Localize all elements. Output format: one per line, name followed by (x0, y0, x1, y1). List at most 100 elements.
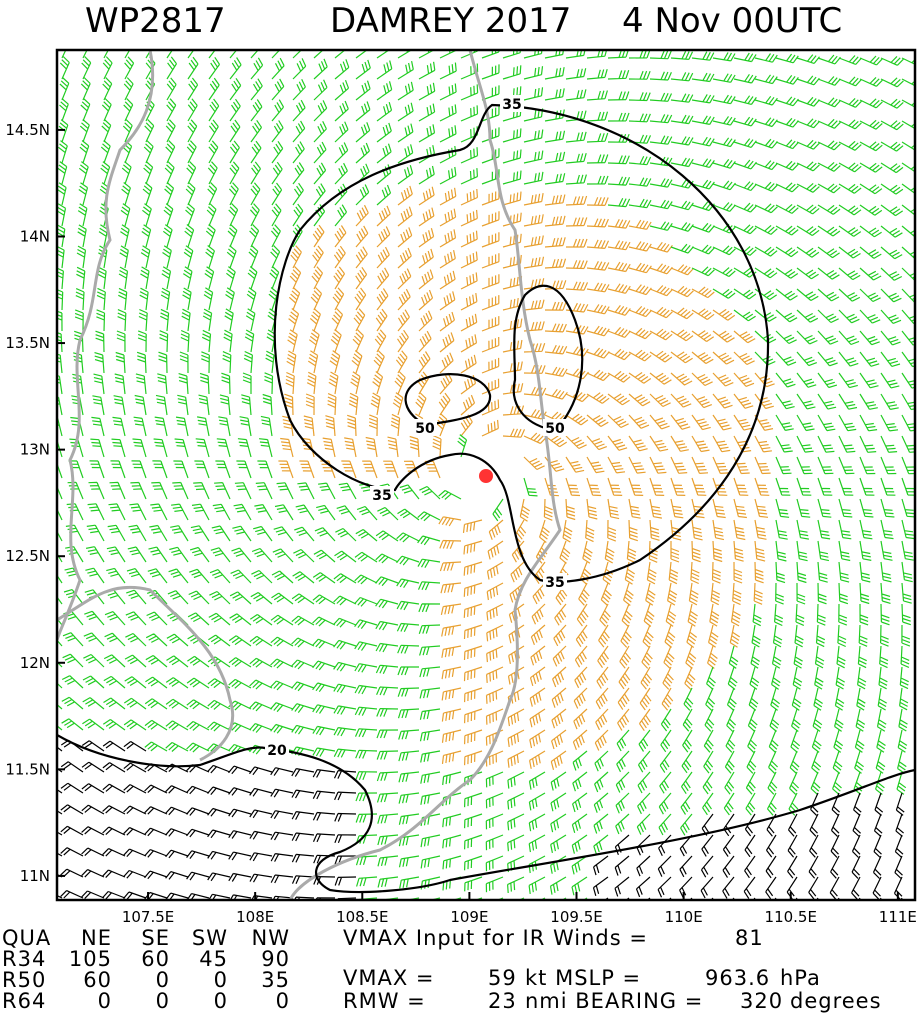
wind-barb (397, 81, 414, 101)
wind-barb (375, 308, 388, 332)
wind-barb (485, 834, 504, 851)
wind-barb (771, 666, 781, 690)
wind-barb (594, 771, 609, 793)
info-text: degrees (790, 989, 882, 1013)
wind-barb (660, 729, 672, 753)
wind-barb (838, 183, 862, 194)
wind-barb (396, 532, 420, 543)
wind-barb (670, 372, 693, 386)
wind-barb (528, 792, 546, 811)
wind-barb (899, 687, 909, 711)
wind-barb (607, 498, 620, 520)
wind-barb (712, 180, 736, 191)
wind-barb (341, 460, 357, 479)
wind-barb (775, 53, 799, 64)
wind-barb (649, 456, 667, 474)
wind-barb (438, 489, 462, 500)
wind-barb (356, 876, 378, 887)
wind-barb (177, 394, 189, 416)
wind-barb (276, 482, 294, 500)
wind-barb (640, 666, 653, 690)
wind-barb (796, 393, 816, 410)
wind-barb (313, 58, 328, 80)
wind-barb (270, 874, 294, 884)
wind-barb (628, 372, 652, 384)
wind-barb (216, 438, 231, 458)
border (57, 50, 155, 641)
wind-barb (706, 666, 716, 690)
wind-barb (463, 561, 483, 576)
wind-barb (754, 456, 771, 475)
wind-barb (377, 834, 399, 846)
wind-barb (838, 456, 855, 475)
wind-barb (262, 393, 273, 416)
wind-barb (880, 624, 889, 647)
wind-barb (809, 834, 819, 858)
wind-barb (615, 792, 630, 814)
wind-barb (104, 632, 126, 647)
wind-barb (144, 698, 168, 710)
wind-barb (138, 308, 148, 332)
wind-barb (649, 393, 671, 408)
wind-barb (701, 834, 714, 857)
wind-barb (712, 223, 736, 234)
wind-barb (271, 570, 294, 584)
wind-barb (307, 350, 319, 374)
wind-barb (108, 503, 126, 521)
wind-barb (460, 209, 478, 227)
wind-barb (160, 287, 171, 311)
wind-barb (245, 308, 256, 332)
wind-barb (775, 498, 790, 518)
wind-barb (707, 645, 718, 669)
wind-barb (733, 540, 744, 562)
wind-barb (186, 742, 210, 753)
table-cell: 45 (199, 947, 228, 971)
wind-barb (85, 567, 105, 584)
wind-barb (333, 573, 357, 584)
wind-barb (172, 481, 189, 500)
wind-barb (208, 98, 220, 122)
wind-barb (901, 393, 915, 411)
wind-barb (901, 603, 911, 626)
wind-barb (356, 505, 378, 521)
wind-barb (607, 50, 629, 59)
wind-barb (250, 182, 261, 206)
wind-barb (420, 771, 441, 784)
wind-barb (857, 645, 867, 669)
wind-barb (486, 624, 504, 642)
wind-barb (859, 603, 869, 626)
wind-barb (201, 329, 212, 353)
wind-barb (418, 269, 434, 290)
wind-barb (375, 664, 399, 674)
info-text: VMAX Input for IR Winds = (343, 926, 648, 950)
wind-barb (209, 569, 231, 584)
wind-barb (419, 666, 441, 678)
wind-barb (103, 675, 126, 689)
wind-barb (123, 848, 147, 858)
wind-barb (58, 119, 69, 143)
wind-barb (144, 870, 168, 880)
wind-barb (354, 574, 378, 585)
wind-barb (81, 869, 105, 878)
wind-barb (396, 555, 420, 566)
wind-barb (565, 110, 587, 122)
wind-barb (670, 456, 688, 474)
wind-barb (817, 118, 841, 129)
wind-barb (439, 291, 456, 311)
wind-barb (700, 855, 714, 878)
wind-barb (754, 224, 778, 235)
wind-barb (859, 141, 883, 152)
wind-barb (872, 855, 882, 879)
wind-barb (838, 519, 852, 540)
wind-barb (817, 519, 831, 540)
wind-barb (544, 215, 566, 227)
wind-barb (729, 624, 741, 648)
wind-barb (151, 481, 168, 500)
wind-barb (565, 413, 589, 426)
wind-barb (186, 785, 210, 795)
wind-barb (649, 241, 673, 253)
wind-barb (901, 162, 915, 173)
wind-barb (565, 435, 587, 450)
wind-barb (208, 140, 219, 164)
wind-barb (523, 129, 544, 143)
